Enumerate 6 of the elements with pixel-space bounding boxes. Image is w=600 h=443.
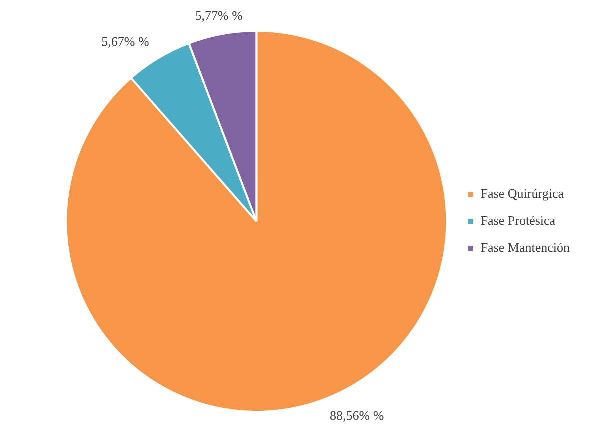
data-label: 5,77% %: [195, 8, 244, 23]
legend-label: Fase Protésica: [480, 212, 556, 228]
data-label: 5,67% %: [102, 34, 150, 50]
legend-label: Fase Quirúrgica: [480, 186, 564, 201]
legend-label: Fase Mantención: [480, 240, 570, 255]
data-label: 88,56% %: [330, 408, 384, 424]
